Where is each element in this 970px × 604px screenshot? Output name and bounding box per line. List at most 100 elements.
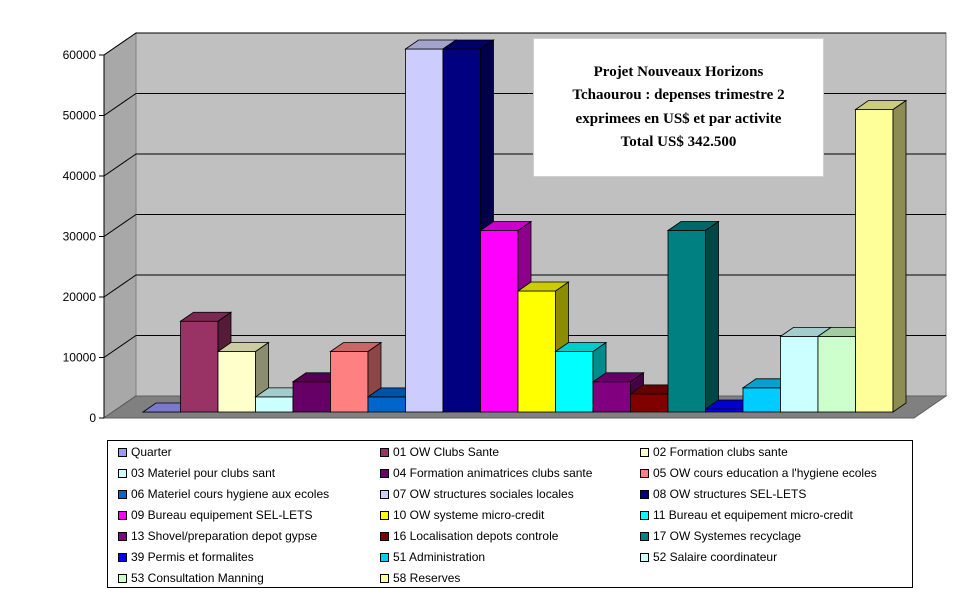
legend-item: 03 Materiel pour clubs sant [118, 466, 275, 480]
legend-swatch [380, 447, 389, 457]
legend-item: 16 Localisation depots controle [380, 529, 558, 543]
bar-front [705, 408, 744, 413]
bar-front [592, 381, 631, 413]
bar-front [442, 48, 481, 413]
legend-swatch [118, 531, 127, 541]
legend-swatch [640, 552, 649, 562]
legend-swatch [380, 510, 389, 520]
legend-label: 53 Consultation Manning [131, 571, 264, 585]
chart-title-line-2: Tchaourou : depenses trimestre 2 [572, 87, 785, 103]
bar-front [255, 396, 294, 413]
legend-swatch [118, 573, 127, 583]
legend-item: 08 OW structures SEL-LETS [640, 487, 806, 501]
bar-top [441, 39, 495, 50]
legend-swatch [640, 447, 649, 457]
legend-label: 17 OW Systemes recyclage [653, 529, 802, 543]
bar [666, 220, 720, 413]
chart-title-line-3: exprimees en US$ et par activite [575, 110, 782, 127]
bar-front [367, 396, 406, 413]
legend-swatch [380, 468, 389, 478]
legend-label: 05 OW cours education a l'hygiene ecoles [653, 466, 877, 480]
legend-swatch [380, 552, 389, 562]
legend-item: 05 OW cours education a l'hygiene ecoles [640, 466, 877, 480]
legend-label: 52 Salaire coordinateur [653, 550, 778, 564]
bar-front [292, 381, 331, 413]
bar-front [217, 351, 256, 413]
legend-swatch [640, 489, 649, 499]
legend-label: 09 Bureau equipement SEL-LETS [131, 508, 313, 522]
y-tick-label: 50000 [63, 109, 97, 123]
y-tick-label: 60000 [63, 48, 97, 62]
legend-label: Quarter [131, 445, 172, 459]
bar-top [854, 100, 908, 110]
bar-front [330, 351, 369, 413]
legend-item: 58 Reserves [380, 571, 460, 585]
chart-title-line-4: Total US$ 342.500 [620, 134, 737, 150]
bar-side [892, 99, 907, 413]
legend-swatch [380, 531, 389, 541]
bar-front [630, 393, 669, 413]
legend-swatch [118, 489, 127, 499]
bar-top [216, 342, 270, 352]
legend-swatch [118, 468, 127, 478]
legend-swatch [118, 447, 127, 457]
legend-swatch [640, 468, 649, 478]
bar-front [742, 387, 781, 413]
legend-label: 04 Formation animatrices clubs sante [393, 466, 593, 480]
legend-item: 17 OW Systemes recyclage [640, 529, 801, 543]
y-axis: 0 10000 20000 30000 40000 50000 60000 [63, 48, 105, 425]
y-tick-label: 40000 [63, 169, 97, 183]
legend-label: 06 Materiel cours hygiene aux ecoles [131, 487, 330, 501]
bar-front [780, 335, 819, 413]
legend-item: 04 Formation animatrices clubs sante [380, 466, 592, 480]
legend-item: 52 Salaire coordinateur [640, 550, 777, 564]
bar-front [405, 48, 444, 413]
gridline [103, 214, 946, 237]
legend-item: 09 Bureau equipement SEL-LETS [118, 508, 312, 522]
bar-top [329, 342, 383, 352]
legend-label: 58 Reserves [393, 571, 461, 585]
legend-label: 07 OW structures sociales locales [393, 487, 574, 501]
y-tick-label: 30000 [63, 230, 97, 244]
legend-label: 39 Permis et formalites [131, 550, 254, 564]
legend-label: 11 Bureau et equipement micro-credit [653, 508, 853, 522]
bar [854, 99, 908, 413]
legend-swatch [118, 510, 127, 520]
legend-label: 02 Formation clubs sante [653, 445, 788, 459]
bar-top [554, 342, 608, 352]
bar-top [179, 311, 233, 322]
y-tick-label: 20000 [63, 290, 97, 304]
legend-label: 03 Materiel pour clubs sant [131, 466, 276, 480]
legend-swatch [380, 573, 389, 583]
legend-item: 13 Shovel/preparation depot gypse [118, 529, 317, 543]
y-tick-label: 10000 [63, 351, 97, 365]
legend-item: 39 Permis et formalites [118, 550, 254, 564]
bars [141, 39, 908, 413]
legend-label: 01 OW Clubs Sante [393, 445, 500, 459]
legend-item: 02 Formation clubs sante [640, 445, 788, 459]
bar-front [180, 320, 219, 413]
legend-item: 51 Administration [380, 550, 485, 564]
legend-item: 07 OW structures sociales locales [380, 487, 574, 501]
y-tick-label: 0 [89, 411, 96, 425]
legend-label: 13 Shovel/preparation depot gypse [131, 529, 318, 543]
bar-side [705, 220, 719, 413]
legend-swatch [118, 552, 127, 562]
legend-item: 06 Materiel cours hygiene aux ecoles [118, 487, 329, 501]
gridline [103, 32, 946, 56]
bar-top [479, 221, 533, 231]
bar-front [517, 290, 556, 413]
legend-item: Quarter [118, 445, 172, 459]
bar-front [817, 335, 856, 413]
legend-label: 51 Administration [393, 550, 486, 564]
legend-swatch [380, 489, 389, 499]
chart-title: Projet Nouveaux Horizons Tchaourou : dep… [533, 38, 824, 177]
legend-label: 16 Localisation depots controle [393, 529, 559, 543]
chart-legend: Quarter 01 OW Clubs Sante 02 Formation clu… [107, 440, 913, 588]
legend-label: 10 OW systeme micro-credit [393, 508, 545, 522]
legend-swatch [640, 510, 649, 520]
legend-item: 01 OW Clubs Sante [380, 445, 499, 459]
bar-top [666, 221, 720, 231]
bar-front [855, 109, 894, 413]
